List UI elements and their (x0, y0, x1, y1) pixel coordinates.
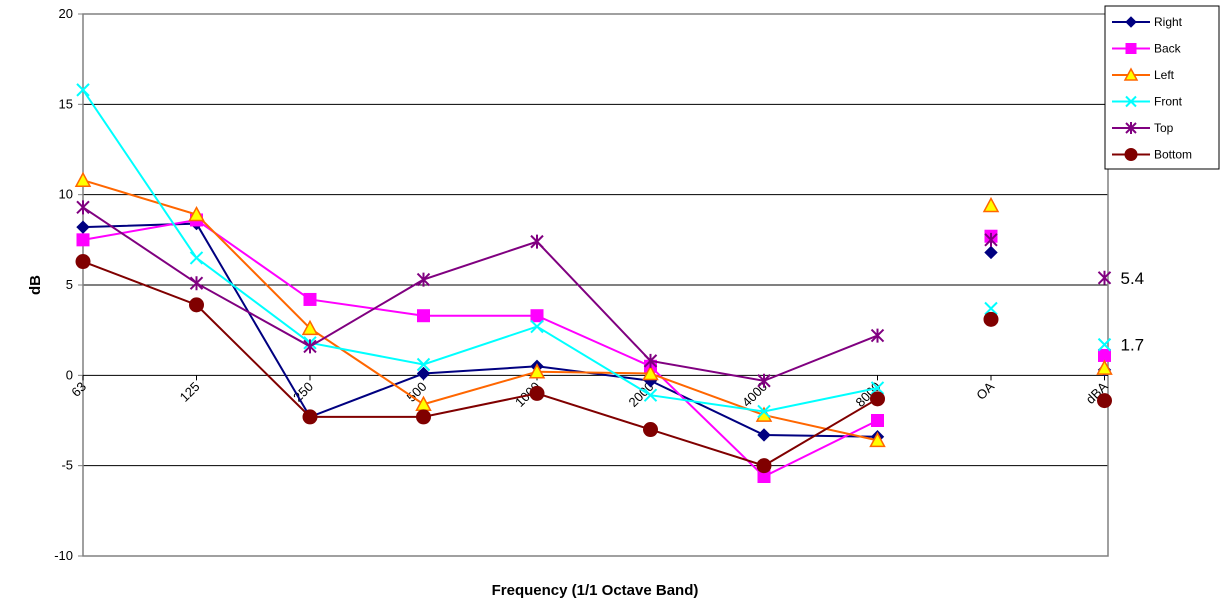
point-bottom-500 (416, 409, 431, 425)
series-bottom (75, 254, 1112, 474)
legend-marker (1125, 122, 1137, 134)
point-front-OA (984, 301, 998, 316)
legend-marker (1125, 95, 1137, 108)
legend-item-back: Back (1112, 42, 1182, 56)
point-back-250 (303, 292, 317, 306)
y-tick-label: 20 (59, 6, 73, 21)
annotation-label: 1.7 (1121, 336, 1145, 355)
point-front-2000 (643, 388, 658, 402)
point-left-125 (188, 205, 205, 222)
point-bottom-4000 (756, 458, 772, 474)
annotations: 5.4 1.7 (1121, 269, 1145, 355)
point-back-63 (76, 233, 90, 247)
point-right-4000 (757, 428, 771, 442)
series-line-front (82, 89, 878, 413)
legend-label: Top (1154, 121, 1174, 135)
point-left-dBA (1096, 359, 1113, 375)
series-back (76, 213, 1111, 484)
legend-marker (1125, 43, 1137, 54)
point-back-1000 (530, 309, 544, 323)
legend: Right Back Left Front Top Bottom (1104, 5, 1220, 170)
y-tick-label: -5 (61, 458, 73, 473)
legend-marker (1123, 67, 1139, 81)
point-top-125 (189, 276, 204, 291)
point-front-1000 (530, 319, 544, 334)
x-tick-label: 125 (177, 379, 203, 405)
series-line-right (82, 222, 878, 438)
y-tick-labels: -10 -5 0 5 10 15 20 (54, 6, 83, 563)
grid-lines (83, 103, 1108, 467)
legend-marker (1124, 148, 1138, 161)
legend-label: Back (1154, 42, 1182, 56)
legend-box (1104, 5, 1220, 170)
legend-item-right: Right (1112, 15, 1183, 29)
point-bottom-8000 (870, 391, 885, 407)
point-left-250 (301, 319, 319, 336)
point-left-63 (74, 171, 92, 187)
point-front-8000 (870, 381, 885, 395)
point-left-OA (982, 196, 1000, 213)
point-back-8000 (871, 414, 884, 427)
series-line-top (82, 206, 878, 382)
point-front-500 (416, 357, 431, 372)
series-line-bottom (82, 260, 879, 467)
point-bottom-dBA (1097, 393, 1112, 409)
point-top-2000 (643, 353, 658, 368)
legend-label: Left (1154, 68, 1175, 82)
legend-item-bottom: Bottom (1112, 148, 1192, 162)
annotation-label: 5.4 (1121, 269, 1145, 288)
point-bottom-1000 (529, 385, 545, 401)
point-top-63 (76, 200, 90, 215)
y-tick-label: 0 (66, 367, 73, 382)
legend-item-left: Left (1112, 67, 1175, 82)
point-bottom-OA (983, 311, 999, 327)
series-line-back (82, 218, 878, 478)
legend-marker (1125, 16, 1137, 28)
legend-label: Right (1154, 15, 1183, 29)
x-tick-label: OA (973, 379, 997, 403)
point-right-500 (416, 366, 431, 381)
point-front-dBA (1097, 337, 1112, 352)
y-tick-label: 5 (66, 277, 73, 292)
point-bottom-63 (75, 254, 91, 270)
legend-label: Front (1154, 95, 1183, 109)
point-top-250 (303, 339, 317, 354)
point-top-dBA (1097, 270, 1112, 285)
point-right-63 (76, 220, 90, 234)
point-front-125 (189, 251, 204, 265)
point-bottom-2000 (643, 422, 658, 438)
point-top-1000 (530, 234, 544, 249)
point-bottom-250 (302, 409, 318, 425)
point-top-500 (416, 272, 431, 287)
point-top-OA (984, 232, 998, 247)
series-top (76, 200, 1112, 388)
series-left (74, 171, 1113, 448)
point-left-2000 (642, 364, 659, 381)
y-tick-label: -10 (54, 548, 73, 563)
point-back-500 (417, 309, 430, 323)
series-group (74, 83, 1113, 484)
y-tick-label: 15 (59, 96, 73, 111)
legend-item-front: Front (1112, 95, 1183, 109)
point-bottom-125 (189, 297, 204, 313)
y-axis-title: dB (27, 275, 44, 295)
x-tick-labels: 63 125 250 500 1000 2000 4000 8000 OA dBA (68, 375, 1111, 410)
point-left-8000 (869, 431, 886, 448)
legend-label: Bottom (1154, 148, 1192, 162)
x-axis-title: Frequency (1/1 Octave Band) (492, 582, 699, 599)
point-top-8000 (870, 328, 885, 343)
point-right-OA (984, 245, 998, 260)
legend-item-top: Top (1112, 121, 1174, 135)
y-tick-label: 10 (59, 187, 73, 202)
point-top-4000 (757, 373, 771, 388)
point-front-4000 (757, 404, 771, 419)
point-front-63 (76, 83, 90, 97)
point-left-1000 (528, 363, 546, 379)
